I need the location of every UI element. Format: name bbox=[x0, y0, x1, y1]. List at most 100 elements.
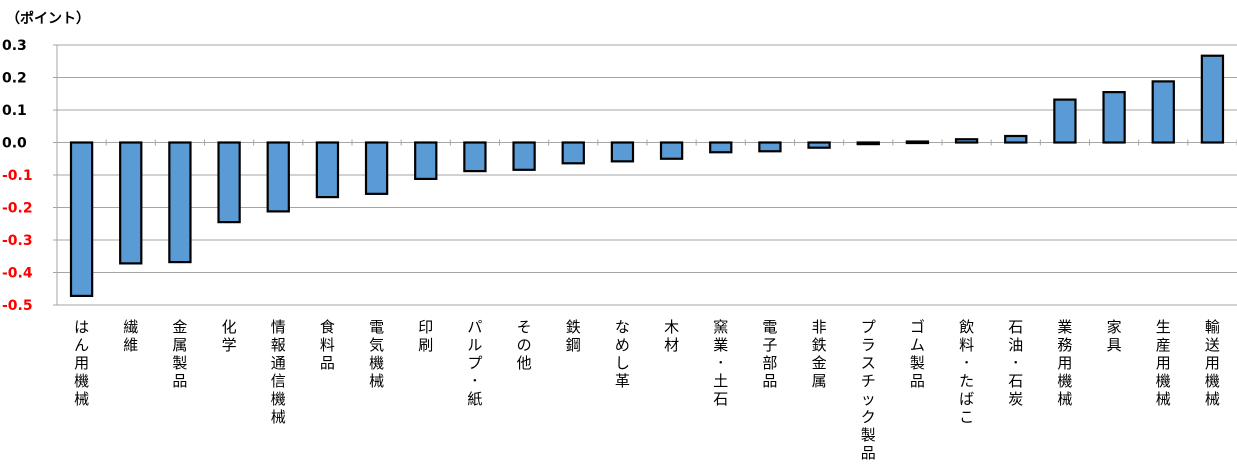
x-category-char: 飲 bbox=[959, 318, 974, 336]
x-category-char: 具 bbox=[1107, 336, 1122, 354]
x-category-char: 械 bbox=[271, 408, 286, 426]
x-category-char: は bbox=[74, 318, 89, 336]
x-category-char: 金 bbox=[812, 354, 827, 372]
x-category-char: 家 bbox=[1107, 318, 1122, 336]
bar-21 bbox=[1053, 98, 1077, 144]
bar-22 bbox=[1102, 91, 1126, 144]
bar-10 bbox=[512, 141, 536, 171]
x-category-char: 鉄 bbox=[566, 318, 581, 336]
x-category-char: 製 bbox=[861, 426, 876, 444]
x-category-char: し bbox=[615, 354, 630, 372]
y-tick-label: -0.5 bbox=[2, 298, 33, 314]
x-category-char: ば bbox=[959, 390, 974, 408]
x-category-char: 鉄 bbox=[812, 336, 827, 354]
x-category-char: な bbox=[615, 318, 630, 336]
x-category-char: 化 bbox=[222, 318, 237, 336]
x-category-char: 機 bbox=[1205, 372, 1220, 390]
y-tick-label: -0.2 bbox=[2, 201, 33, 217]
x-category-char: 炭 bbox=[1008, 390, 1023, 408]
x-category-char: 送 bbox=[1205, 336, 1220, 354]
y-tick-label: 0.1 bbox=[2, 103, 27, 119]
x-category-char: 非 bbox=[812, 318, 827, 336]
x-category-char: 業 bbox=[1057, 318, 1072, 336]
x-category-char: め bbox=[615, 336, 630, 354]
x-category-char: 料 bbox=[320, 336, 335, 354]
x-category-char: 土 bbox=[713, 372, 728, 390]
x-category-char: 他 bbox=[517, 354, 532, 372]
x-category-char: プ bbox=[861, 318, 876, 336]
bar-9 bbox=[463, 141, 487, 173]
x-category-char: 刷 bbox=[418, 336, 433, 354]
grid-lines bbox=[53, 44, 1237, 306]
x-category-char: 印 bbox=[418, 318, 433, 336]
x-category-char: 料 bbox=[959, 336, 974, 354]
bar-23 bbox=[1151, 80, 1175, 144]
x-category-char: 械 bbox=[1057, 390, 1072, 408]
x-category-char: 金 bbox=[172, 318, 187, 336]
y-axis-ticks: 0.3 0.2 0.1 0.0 -0.1 -0.2 -0.3 -0.4 -0.5 bbox=[2, 38, 33, 314]
x-category-char: 電 bbox=[762, 318, 777, 336]
x-category-char: ん bbox=[74, 336, 89, 354]
bar-6 bbox=[315, 141, 340, 199]
bar-24 bbox=[1200, 54, 1225, 144]
x-category-char: 学 bbox=[222, 336, 237, 354]
y-tick-label: -0.3 bbox=[2, 233, 33, 249]
x-category-char: 情 bbox=[271, 318, 286, 336]
x-category-char: 械 bbox=[1156, 390, 1171, 408]
x-category-char: 製 bbox=[910, 354, 925, 372]
x-category-char: 石 bbox=[713, 390, 728, 408]
bar-18 bbox=[905, 140, 930, 145]
x-category-char: ラ bbox=[861, 336, 876, 354]
x-category-char: 用 bbox=[1057, 354, 1072, 372]
x-category-char: ル bbox=[467, 336, 482, 354]
y-tick-label: -0.1 bbox=[2, 168, 33, 184]
x-category-char: 品 bbox=[320, 354, 335, 372]
x-category-char: 品 bbox=[910, 372, 925, 390]
x-category-char: ッ bbox=[861, 390, 876, 408]
x-category-char: 業 bbox=[713, 336, 728, 354]
x-category-char: パ bbox=[467, 318, 482, 336]
x-category-char: 信 bbox=[271, 372, 286, 390]
x-category-char: ･ bbox=[963, 354, 971, 372]
x-category-char: 機 bbox=[74, 372, 89, 390]
x-category-char: 部 bbox=[762, 354, 777, 372]
x-category-char: 品 bbox=[762, 372, 777, 390]
bar-11 bbox=[561, 141, 585, 165]
x-category-char: 務 bbox=[1057, 336, 1072, 354]
x-category-char: た bbox=[959, 372, 974, 390]
y-tick-label: -0.4 bbox=[2, 266, 33, 282]
x-category-char: ス bbox=[861, 354, 876, 372]
x-category-char: 機 bbox=[1156, 372, 1171, 390]
x-category-char: ク bbox=[861, 408, 876, 426]
x-category-char: 械 bbox=[369, 372, 384, 390]
x-category-char: 子 bbox=[762, 336, 777, 354]
x-category-char: 属 bbox=[812, 372, 827, 390]
x-category-char: 紙 bbox=[467, 390, 482, 408]
x-category-char: ･ bbox=[1012, 354, 1020, 372]
x-category-char: ･ bbox=[471, 372, 479, 390]
bar-19 bbox=[954, 138, 979, 144]
x-category-char: ム bbox=[910, 336, 925, 354]
x-category-char: 維 bbox=[123, 336, 138, 354]
x-category-char: 械 bbox=[1205, 390, 1220, 408]
x-category-char: 通 bbox=[271, 354, 286, 372]
bar-17 bbox=[856, 141, 880, 146]
x-category-char: 用 bbox=[1205, 354, 1220, 372]
bar-20 bbox=[1004, 134, 1028, 144]
y-tick-label: 0.0 bbox=[2, 136, 27, 152]
bars bbox=[69, 54, 1225, 297]
x-category-char: 材 bbox=[664, 336, 679, 354]
y-axis-unit-label: （ポイント） bbox=[6, 10, 90, 27]
x-category-char: 油 bbox=[1008, 336, 1023, 354]
x-category-char: 産 bbox=[1156, 336, 1171, 354]
bar-1 bbox=[69, 141, 94, 297]
bar-5 bbox=[266, 141, 290, 213]
x-category-char: 石 bbox=[1008, 318, 1023, 336]
x-category-char: 気 bbox=[369, 336, 384, 354]
bar-13 bbox=[659, 141, 684, 160]
x-category-char: ゴ bbox=[910, 318, 925, 336]
bar-15 bbox=[758, 141, 782, 153]
bar-8 bbox=[414, 141, 438, 181]
x-category-char: 革 bbox=[615, 372, 630, 390]
